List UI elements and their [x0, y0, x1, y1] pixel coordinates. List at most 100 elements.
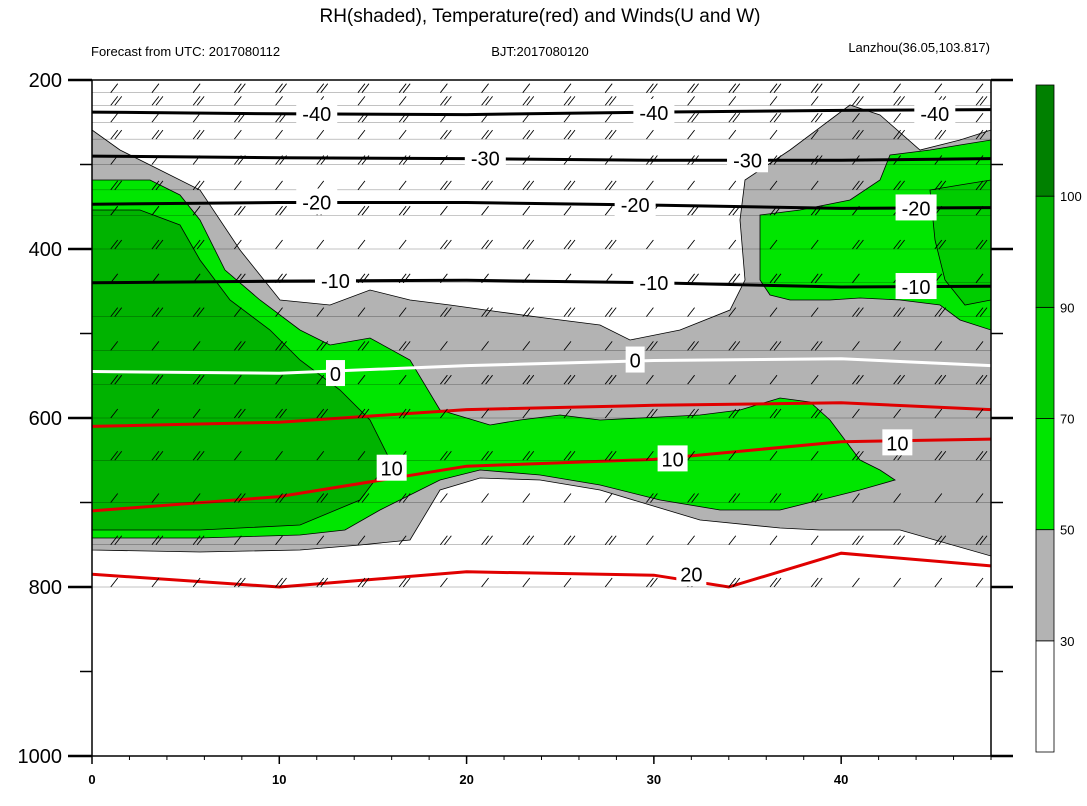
wind-barb — [316, 374, 325, 385]
wind-barb — [192, 112, 201, 123]
wind-barb — [398, 374, 407, 385]
wind-barb — [275, 129, 283, 140]
wind-barb — [934, 341, 943, 351]
wind-barb — [320, 155, 329, 165]
wind-barb — [237, 205, 246, 216]
wind-barb — [357, 577, 366, 588]
wind-barb — [192, 155, 201, 165]
wind-barb — [110, 273, 119, 284]
wind-barb — [691, 341, 699, 351]
wind-barb — [563, 205, 572, 216]
contour-label: -40 — [639, 103, 668, 125]
wind-barb — [563, 408, 572, 419]
wind-barb — [237, 493, 246, 503]
wind-barb — [856, 239, 864, 250]
wind-barb — [563, 307, 572, 317]
wind-barb — [893, 180, 901, 191]
wind-barb — [357, 129, 366, 140]
wind-barb — [522, 112, 531, 123]
wind-barb — [440, 341, 448, 351]
wind-barb — [852, 450, 860, 461]
wind-barb — [444, 96, 452, 106]
wind-barb — [979, 450, 988, 461]
wind-barb — [196, 450, 205, 461]
wind-barb — [402, 112, 411, 123]
wind-barb — [361, 341, 370, 351]
wind-barb — [316, 535, 325, 546]
wind-barb — [646, 239, 654, 250]
wind-barb — [773, 205, 782, 216]
wind-barb — [773, 155, 782, 165]
wind-barb — [110, 205, 119, 216]
wind-barb — [852, 112, 860, 123]
contour-label: -40 — [920, 104, 949, 126]
wind-barb — [151, 155, 160, 165]
wind-barb — [563, 112, 572, 123]
wind-barb — [522, 341, 531, 351]
wind-barb — [361, 112, 370, 123]
wind-barb — [481, 307, 489, 317]
wind-barb — [773, 577, 782, 588]
wind-barb — [320, 493, 329, 503]
wind-barb — [934, 577, 943, 588]
wind-barb — [357, 155, 366, 165]
wind-barb — [233, 112, 242, 123]
wind-barb — [237, 408, 246, 419]
wind-barb — [975, 205, 984, 216]
wind-barb — [114, 180, 123, 191]
wind-barb — [563, 450, 572, 461]
wind-barb — [440, 205, 448, 216]
wind-barb — [604, 535, 613, 546]
wind-barb — [196, 129, 205, 140]
wind-barb — [440, 535, 448, 546]
colorbar-segment — [1035, 84, 1055, 197]
wind-barb — [897, 180, 905, 191]
wind-barb — [567, 96, 576, 106]
wind-barb — [810, 577, 819, 588]
y-tick-label: 400 — [29, 239, 62, 261]
wind-barb — [934, 83, 943, 93]
wind-barb — [856, 374, 864, 385]
wind-barb — [728, 205, 737, 216]
wind-barb — [563, 83, 572, 93]
wind-barb — [522, 155, 531, 165]
wind-barb — [275, 307, 283, 317]
wind-barb — [563, 535, 572, 546]
wind-barb — [893, 577, 901, 588]
wind-barb — [114, 129, 123, 140]
wind-barb — [522, 83, 531, 93]
wind-barb — [852, 180, 860, 191]
wind-barb — [151, 341, 160, 351]
wind-barb — [526, 307, 535, 317]
wind-barb — [522, 239, 531, 250]
wind-barb — [728, 96, 737, 106]
wind-barb — [810, 129, 819, 140]
wind-barb — [233, 239, 242, 250]
wind-barb — [316, 450, 325, 461]
wind-barb — [485, 129, 493, 140]
colorbar-segment — [1035, 418, 1055, 531]
wind-barb — [975, 112, 984, 123]
wind-barb — [814, 155, 823, 165]
wind-barb — [893, 155, 901, 165]
wind-barb — [934, 129, 943, 140]
contour-label-bg — [895, 273, 937, 300]
wind-barb — [233, 96, 242, 106]
wind-barb — [522, 307, 531, 317]
wind-barb — [975, 408, 984, 419]
wind-barb — [934, 535, 943, 546]
wind-barb — [485, 239, 493, 250]
contour-label-bg — [882, 429, 913, 456]
wind-barb — [402, 577, 411, 588]
wind-barb — [151, 408, 160, 419]
wind-barb — [444, 374, 452, 385]
wind-barb — [398, 155, 407, 165]
wind-barb — [687, 273, 695, 284]
wind-barb — [444, 129, 452, 140]
wind-barb — [979, 96, 988, 106]
wind-barb — [852, 341, 860, 351]
wind-barb — [151, 307, 160, 317]
wind-barb — [975, 129, 984, 140]
temperature-contour-6 — [92, 437, 991, 513]
contour-label: 0 — [630, 351, 641, 373]
